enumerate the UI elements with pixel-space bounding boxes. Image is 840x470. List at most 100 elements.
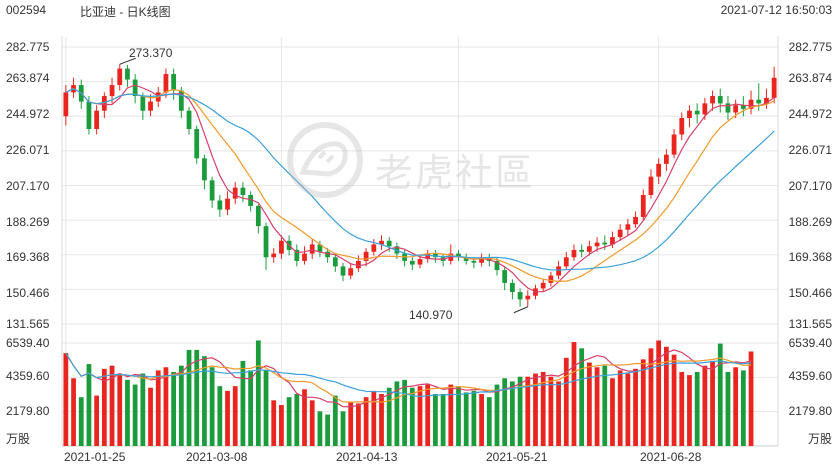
candle-body <box>694 110 700 115</box>
volume-bar <box>525 376 531 446</box>
volume-bar <box>394 381 400 446</box>
candle-body <box>586 246 592 252</box>
candle-body <box>556 266 561 276</box>
candle-body <box>510 282 515 293</box>
candle-body <box>502 270 508 283</box>
volume-bar <box>486 397 492 446</box>
volume-bar <box>679 371 685 446</box>
candle-body <box>610 237 615 245</box>
timestamp: 2021-07-12 16:50:03 <box>720 3 832 17</box>
candle-body <box>178 90 184 111</box>
chart-header: 002594 比亚迪 - 日K线图 2021-07-12 16:50:03 <box>0 0 840 20</box>
volume-bar <box>517 376 523 446</box>
price-tick-right: 226.071 <box>788 143 832 157</box>
candle-body <box>255 205 261 227</box>
volume-tick-right: 6539.40 <box>788 336 832 350</box>
candle-body <box>525 295 531 300</box>
candle-body <box>710 96 715 104</box>
volume-tick-right: 4359.60 <box>788 369 832 383</box>
volume-ma20-line <box>65 352 752 398</box>
volume-bar <box>579 348 585 446</box>
volume-bar <box>340 411 346 446</box>
volume-bar <box>94 395 100 446</box>
candle-body <box>433 253 438 258</box>
volume-bar <box>725 371 731 446</box>
volume-bar <box>733 367 739 446</box>
candle-body <box>171 74 177 91</box>
volume-tick-left: 6539.40 <box>6 336 50 350</box>
candle-body <box>594 242 600 247</box>
candle-body <box>725 103 731 113</box>
volume-bar <box>717 343 723 446</box>
volume-bar <box>225 390 230 446</box>
volume-bar <box>155 370 161 446</box>
price-tick-left: 150.466 <box>6 286 50 300</box>
price-tick-right: 244.972 <box>788 107 832 121</box>
tiger-logo-icon <box>287 122 363 198</box>
volume-bar <box>479 394 484 446</box>
candle-body <box>194 129 200 159</box>
candle-body <box>202 158 207 181</box>
volume-bar <box>178 365 184 446</box>
volume-ma5-line <box>65 349 752 408</box>
candle-body <box>86 101 92 130</box>
price-tick-right: 131.565 <box>788 317 832 331</box>
candle-body <box>740 105 746 109</box>
volume-bar <box>402 379 407 446</box>
volume-bar <box>363 397 369 446</box>
volume-bar <box>533 373 538 446</box>
volume-bar <box>594 367 600 446</box>
volume-bar <box>687 375 692 446</box>
volume-tick-right: 2179.80 <box>788 404 832 418</box>
volume-bar <box>279 405 284 446</box>
low-price-annotation: 140.970 <box>409 308 453 322</box>
volume-bar <box>417 386 423 446</box>
watermark-text: 老虎社區 <box>375 151 536 195</box>
volume-bar <box>101 368 107 446</box>
candle-body <box>517 292 523 300</box>
volume-bar <box>563 357 569 446</box>
volume-bar <box>255 340 261 446</box>
volume-bar <box>510 381 515 446</box>
volume-tick-left: 4359.60 <box>6 369 50 383</box>
date-tick: 2021-04-13 <box>336 450 398 464</box>
candle-body <box>240 187 246 195</box>
candle-body <box>717 96 723 104</box>
candle-body <box>140 96 146 111</box>
candle-body <box>463 257 469 261</box>
volume-bar <box>386 387 392 446</box>
volume-bar <box>217 386 223 446</box>
volume-bar <box>132 384 138 446</box>
date-tick: 2021-06-28 <box>640 450 702 464</box>
candle-body <box>425 253 431 260</box>
candle-body <box>548 275 554 283</box>
candle-body <box>332 257 338 267</box>
volume-bar <box>663 346 669 446</box>
candle-body <box>733 105 739 113</box>
candle-body <box>471 260 477 263</box>
candle-body <box>771 77 777 98</box>
candle-body <box>317 244 323 252</box>
candle-body <box>702 103 708 115</box>
volume-bar <box>494 384 500 446</box>
volume-bar <box>302 389 307 446</box>
volume-bar <box>602 365 608 446</box>
volume-bar <box>263 370 269 446</box>
volume-bar <box>171 371 177 446</box>
candle-body <box>340 266 346 276</box>
candle-body <box>417 259 423 265</box>
low-annotation-leader <box>513 306 528 314</box>
volume-tick-left: 2179.80 <box>6 404 50 418</box>
volume-bar <box>294 394 300 446</box>
volume-bar <box>409 387 415 446</box>
candle-body <box>379 240 384 245</box>
candle-body <box>617 229 623 238</box>
volume-bar <box>78 397 84 446</box>
candle-body <box>109 85 115 97</box>
candle-body <box>309 244 315 254</box>
volume-bar <box>86 364 92 446</box>
candle-body <box>640 194 646 217</box>
candle-body <box>456 253 461 258</box>
volume-bar <box>448 384 454 446</box>
